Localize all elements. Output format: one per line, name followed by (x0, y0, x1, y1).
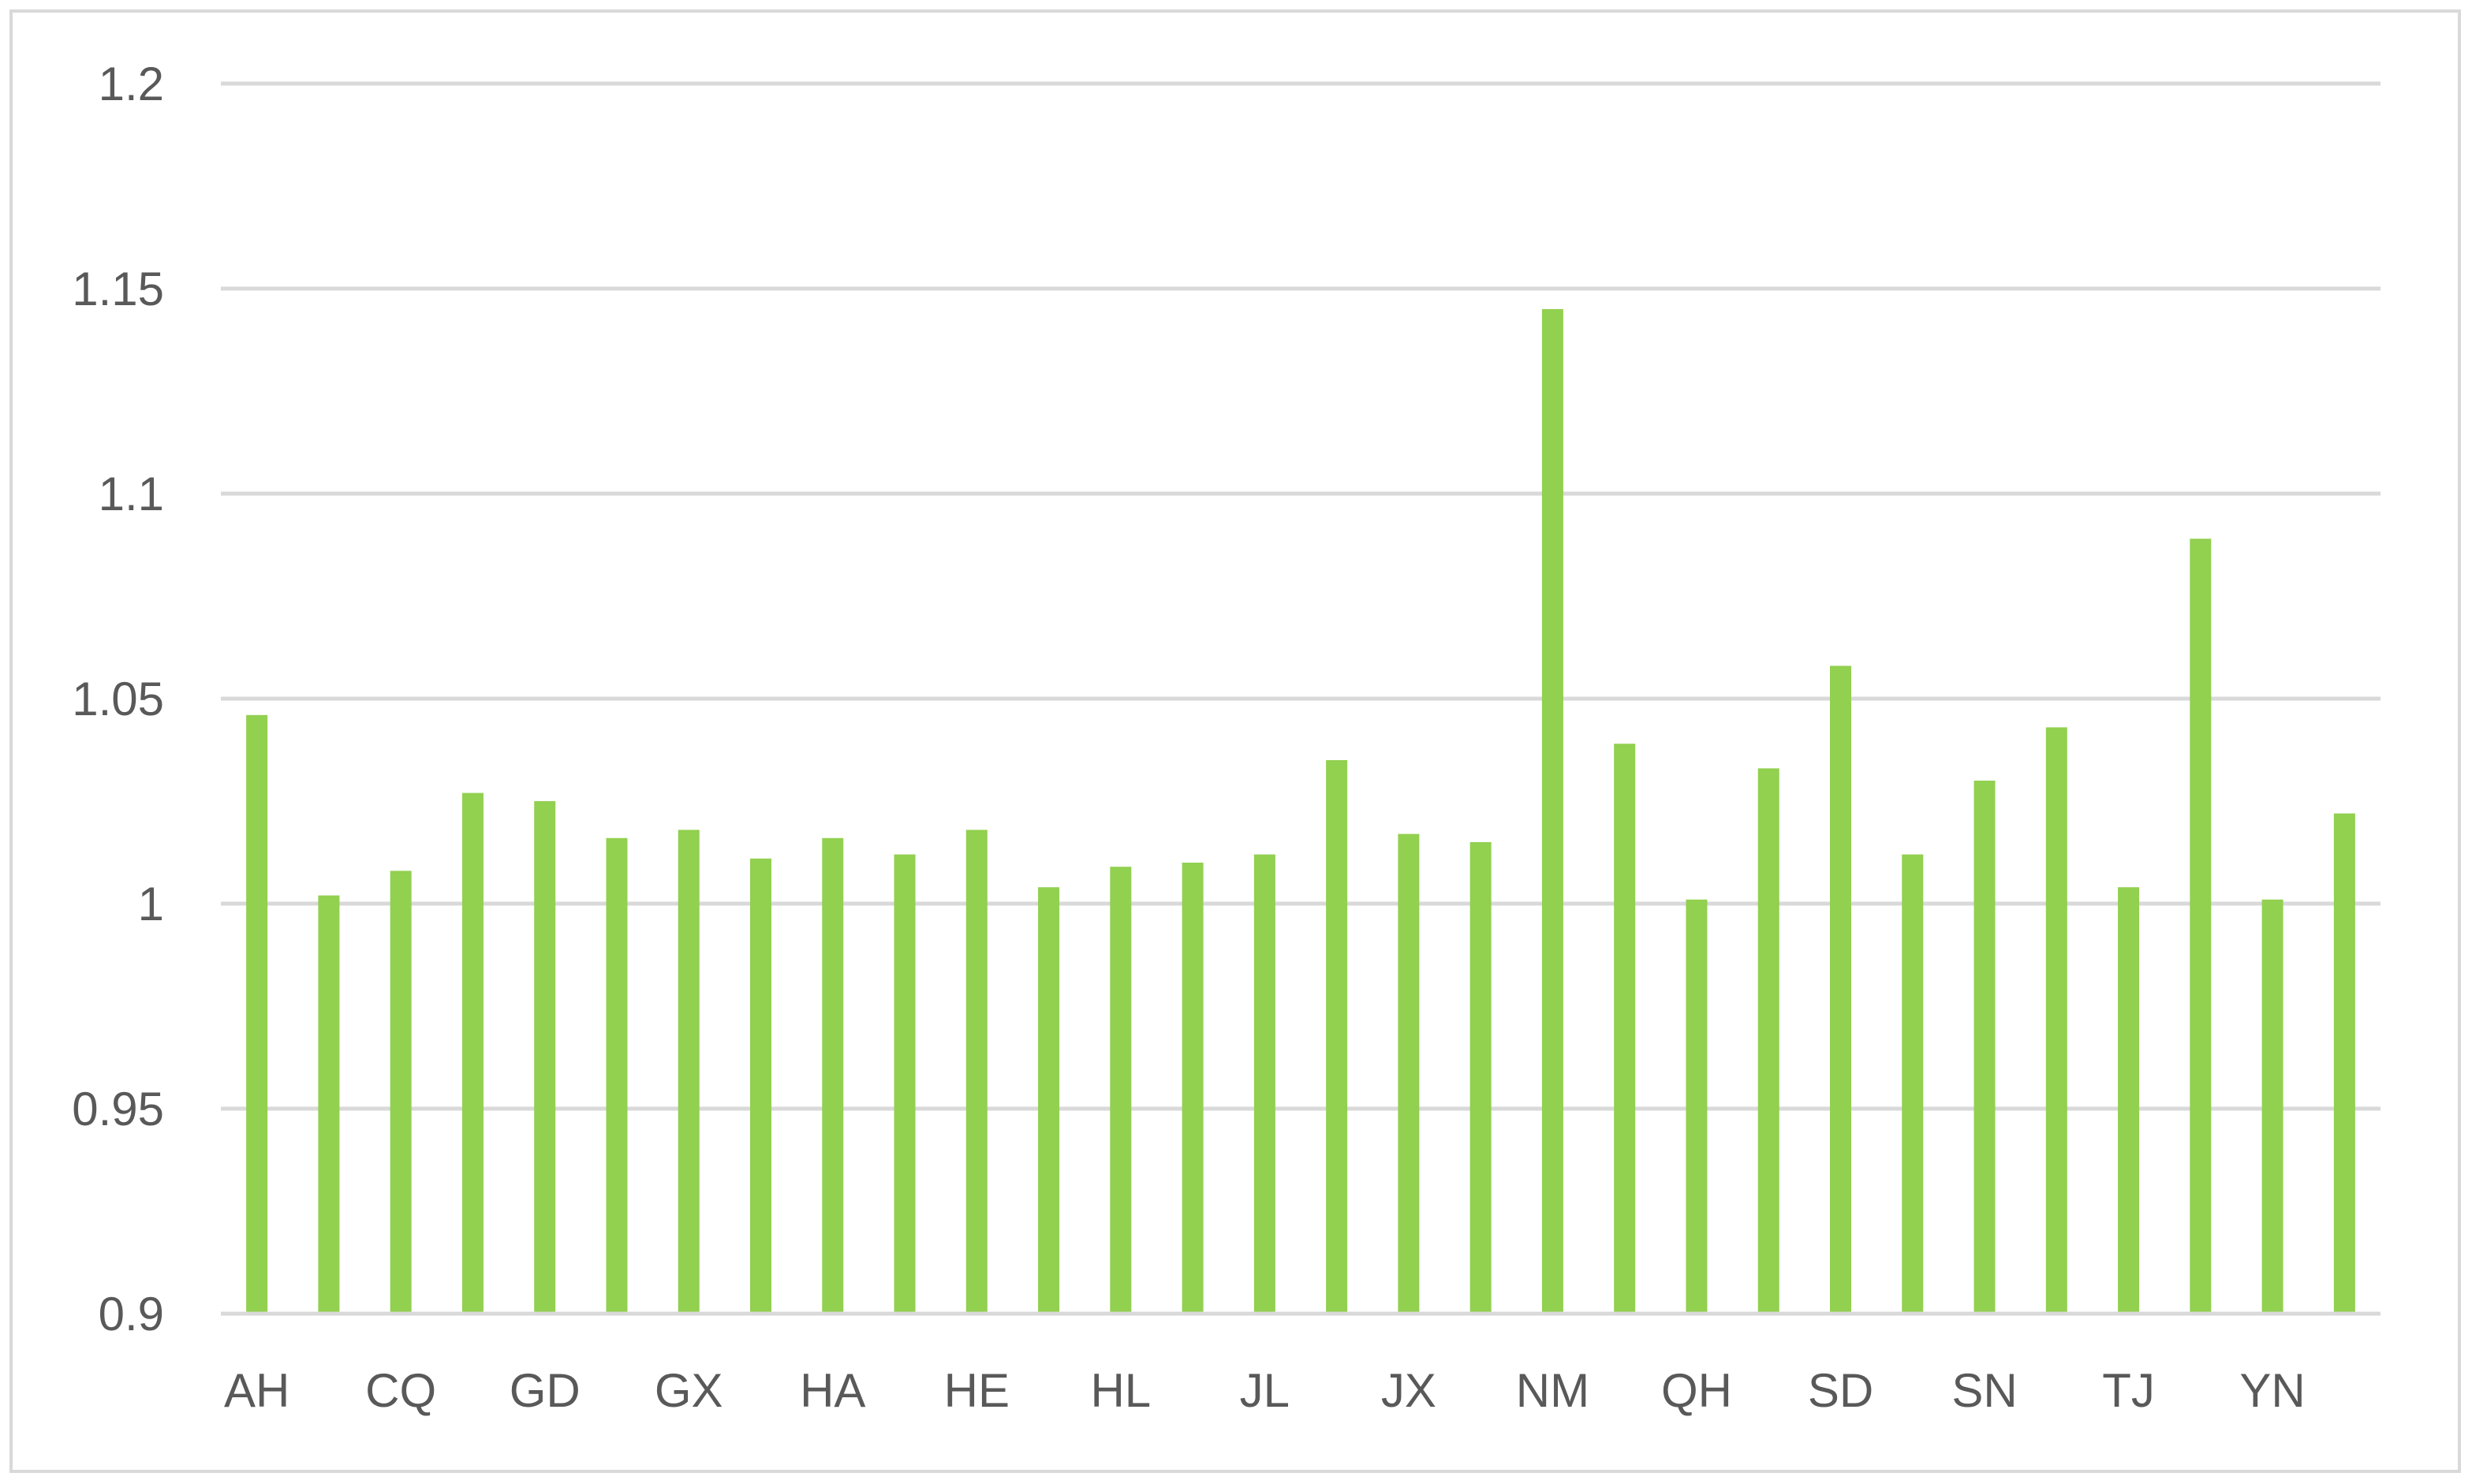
y-tick-label: 0.9 (99, 1288, 164, 1340)
bar (678, 830, 700, 1314)
x-tick-label: NM (1516, 1364, 1589, 1417)
x-tick-label: YN (2239, 1364, 2305, 1417)
bar (1902, 854, 1924, 1314)
bar (1614, 744, 1636, 1314)
bar (1253, 854, 1275, 1314)
bar (822, 837, 844, 1314)
x-tick-label: AH (224, 1364, 289, 1417)
x-tick-label: HL (1090, 1364, 1151, 1417)
x-tick-label: CQ (365, 1364, 436, 1417)
bar (1541, 309, 1563, 1314)
x-tick-label: GX (655, 1364, 723, 1417)
x-tick-label: HA (800, 1364, 865, 1417)
gridlines (221, 81, 2381, 1111)
bar (1326, 760, 1348, 1314)
bar (2261, 899, 2283, 1314)
bar (246, 714, 268, 1314)
x-axis-tick-labels: AH CQ GD GX HA HE HL JL JX NM QH SD SN TJ YN (224, 1364, 2306, 1417)
y-tick-label: 1 (138, 878, 164, 930)
x-tick-label: HE (944, 1364, 1010, 1417)
y-tick-label: 1.1 (99, 468, 164, 520)
bars (246, 309, 2355, 1314)
y-tick-label: 1.15 (72, 263, 164, 315)
bar (2333, 813, 2355, 1314)
bar (2118, 887, 2140, 1314)
bar (390, 871, 412, 1314)
bar (318, 895, 340, 1314)
x-tick-label: JL (1240, 1364, 1290, 1417)
bar (750, 858, 771, 1314)
x-tick-label: TJ (2102, 1364, 2155, 1417)
y-tick-label: 0.95 (72, 1083, 164, 1135)
x-tick-label: SD (1808, 1364, 1873, 1417)
bar (534, 801, 556, 1314)
bar (2045, 727, 2067, 1314)
bar (1686, 899, 1708, 1314)
bar (965, 830, 988, 1314)
y-tick-label: 1.2 (99, 58, 164, 110)
bar (1038, 887, 1060, 1314)
x-tick-label: QH (1661, 1364, 1732, 1417)
x-tick-label: JX (1381, 1364, 1436, 1417)
bar (1182, 863, 1204, 1314)
bar (1110, 867, 1132, 1314)
bar (2190, 539, 2212, 1314)
bar (1469, 842, 1492, 1314)
y-tick-label: 1.05 (72, 673, 164, 725)
bar (1757, 768, 1779, 1314)
bar (1973, 781, 1996, 1314)
bar (606, 837, 628, 1314)
bar (894, 854, 916, 1314)
y-axis-tick-labels: 0.9 0.95 1 1.05 1.1 1.15 1.2 (72, 58, 164, 1340)
bar (1830, 666, 1851, 1314)
x-tick-label: GD (510, 1364, 581, 1417)
bar (1398, 833, 1420, 1314)
bar (461, 792, 484, 1314)
x-tick-label: SN (1951, 1364, 2017, 1417)
